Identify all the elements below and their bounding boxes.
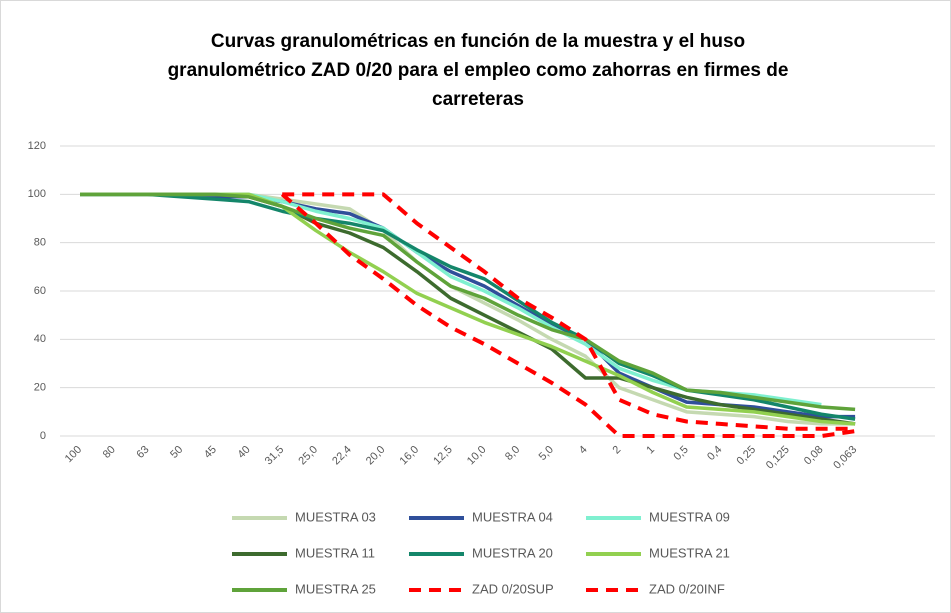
chart-title: Curvas granulométricas en función de la … — [211, 31, 745, 52]
legend-label: MUESTRA 21 — [649, 545, 730, 560]
legend-label: MUESTRA 25 — [295, 581, 376, 596]
series-line — [80, 192, 856, 421]
chart-title: granulométrico ZAD 0/20 para el empleo c… — [168, 60, 789, 81]
series-line — [282, 192, 856, 431]
legend-label: MUESTRA 03 — [295, 509, 376, 524]
legend-label: MUESTRA 09 — [649, 509, 730, 524]
legend-label: MUESTRA 04 — [472, 509, 553, 524]
y-tick-label: 0 — [40, 430, 46, 442]
series-line — [280, 192, 856, 438]
legend-label: ZAD 0/20INF — [649, 581, 725, 596]
y-tick-label: 100 — [28, 188, 46, 200]
legend-label: ZAD 0/20SUP — [472, 581, 554, 596]
y-tick-label: 60 — [34, 285, 46, 297]
legend-label: MUESTRA 11 — [295, 545, 375, 560]
y-tick-label: 40 — [34, 333, 46, 345]
y-tick-label: 80 — [34, 237, 46, 249]
chart-title: carreteras — [432, 89, 524, 110]
legend-label: MUESTRA 20 — [472, 545, 553, 560]
y-tick-label: 20 — [34, 382, 46, 394]
series-line — [80, 192, 856, 412]
y-tick-label: 120 — [28, 140, 46, 152]
